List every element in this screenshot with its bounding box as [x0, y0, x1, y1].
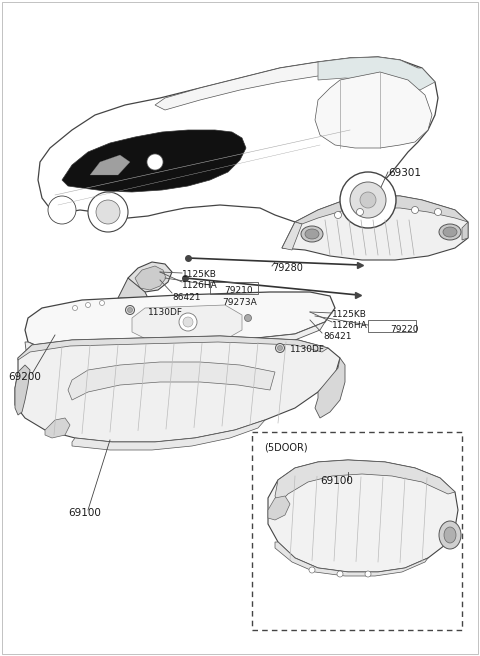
Polygon shape	[15, 365, 30, 415]
Polygon shape	[128, 262, 172, 292]
Text: 1126HA: 1126HA	[182, 281, 218, 290]
Circle shape	[85, 302, 91, 308]
Circle shape	[125, 306, 134, 314]
Circle shape	[48, 196, 76, 224]
Circle shape	[340, 172, 396, 228]
Circle shape	[88, 192, 128, 232]
Circle shape	[147, 154, 163, 170]
Polygon shape	[250, 338, 278, 358]
Polygon shape	[462, 222, 468, 240]
Polygon shape	[25, 292, 335, 348]
Polygon shape	[25, 322, 325, 356]
Polygon shape	[295, 196, 468, 224]
Circle shape	[350, 182, 386, 218]
Polygon shape	[285, 306, 316, 330]
Bar	[210, 282, 258, 294]
Text: (5DOOR): (5DOOR)	[264, 442, 308, 452]
Circle shape	[357, 209, 363, 216]
Polygon shape	[268, 496, 290, 520]
Polygon shape	[275, 460, 455, 504]
Polygon shape	[135, 266, 166, 290]
Circle shape	[434, 209, 442, 216]
Circle shape	[360, 192, 376, 208]
Text: 79210: 79210	[224, 286, 252, 295]
Circle shape	[72, 306, 77, 310]
Circle shape	[335, 211, 341, 218]
Circle shape	[179, 313, 197, 331]
Polygon shape	[315, 72, 432, 148]
Polygon shape	[132, 305, 242, 340]
Circle shape	[276, 344, 285, 352]
Circle shape	[183, 317, 193, 327]
Text: 1125KB: 1125KB	[332, 310, 367, 319]
Text: 1130DF: 1130DF	[290, 345, 325, 354]
Polygon shape	[90, 155, 130, 175]
Circle shape	[337, 571, 343, 577]
Circle shape	[96, 200, 120, 224]
Polygon shape	[18, 336, 328, 360]
Circle shape	[99, 300, 105, 306]
Ellipse shape	[444, 527, 456, 543]
Polygon shape	[275, 542, 428, 576]
Circle shape	[128, 308, 132, 312]
Text: 69301: 69301	[388, 168, 421, 178]
Polygon shape	[282, 196, 468, 260]
Polygon shape	[268, 318, 298, 348]
Circle shape	[277, 346, 283, 350]
Polygon shape	[38, 57, 438, 225]
Ellipse shape	[439, 224, 461, 240]
Text: 86421: 86421	[172, 293, 201, 302]
Text: 79280: 79280	[272, 263, 303, 273]
Polygon shape	[318, 57, 435, 90]
Polygon shape	[315, 358, 345, 418]
Text: 1126HA: 1126HA	[332, 321, 368, 330]
Polygon shape	[45, 418, 70, 438]
Polygon shape	[268, 460, 458, 572]
Text: 79273A: 79273A	[222, 298, 257, 307]
Ellipse shape	[439, 521, 461, 549]
Text: 69100: 69100	[68, 508, 101, 518]
Circle shape	[309, 567, 315, 573]
Polygon shape	[100, 298, 128, 318]
Polygon shape	[118, 278, 148, 308]
Text: 1130DF: 1130DF	[148, 308, 183, 317]
Ellipse shape	[443, 227, 457, 237]
Polygon shape	[278, 302, 322, 332]
Text: 69100: 69100	[320, 476, 353, 486]
Text: 79220: 79220	[390, 325, 419, 334]
Polygon shape	[68, 362, 275, 400]
Text: 86421: 86421	[323, 332, 351, 341]
Polygon shape	[62, 130, 246, 192]
Circle shape	[244, 314, 252, 321]
Circle shape	[365, 571, 371, 577]
Polygon shape	[155, 57, 418, 110]
Circle shape	[411, 207, 419, 213]
Polygon shape	[72, 420, 265, 450]
Polygon shape	[282, 222, 302, 250]
Ellipse shape	[301, 226, 323, 242]
Bar	[368, 320, 416, 332]
Polygon shape	[15, 336, 340, 442]
Text: 69200: 69200	[8, 372, 41, 382]
Ellipse shape	[305, 229, 319, 239]
Bar	[252, 432, 462, 630]
Text: 1125KB: 1125KB	[182, 270, 217, 279]
